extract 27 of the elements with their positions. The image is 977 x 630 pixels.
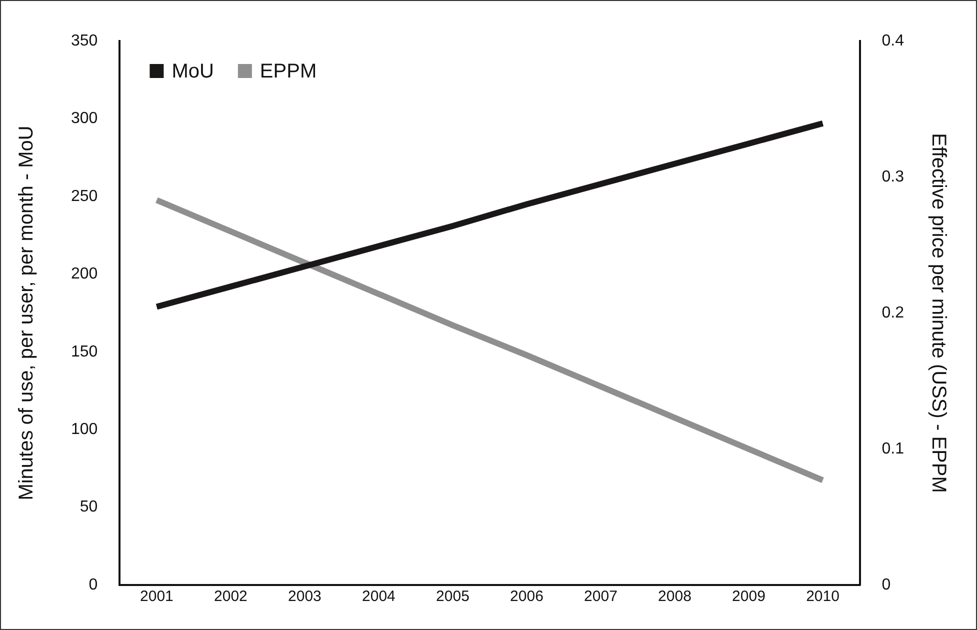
x-tick-label: 2004 <box>362 588 396 606</box>
x-tick-label: 2001 <box>140 588 174 606</box>
x-tick-label: 2003 <box>288 588 322 606</box>
y2-tick-label: 0 <box>882 576 891 594</box>
y2-axis-title: Effective price per minute (USS) - EPPM <box>927 133 950 493</box>
y-tick-label: 50 <box>80 498 98 516</box>
y2-tick-label: 0.3 <box>882 168 904 186</box>
y-axis-title: Minutes of use, per user, per month - MoU <box>16 126 38 500</box>
x-tick-label: 2008 <box>658 588 692 606</box>
x-tick-label: 2005 <box>436 588 470 606</box>
y2-tick-label: 0.4 <box>882 32 904 50</box>
x-tick-label: 2007 <box>584 588 618 606</box>
x-tick-label: 2006 <box>510 588 544 606</box>
legend-label: MoU <box>172 60 214 83</box>
x-tick-label: 2010 <box>806 588 840 606</box>
y-tick-label: 100 <box>70 420 98 438</box>
y-tick-label: 200 <box>70 266 98 283</box>
x-tick-label: 2002 <box>214 588 248 606</box>
legend-label: EPPM <box>260 60 317 83</box>
y-tick-label: 0 <box>88 576 98 594</box>
y-tick-label: 300 <box>70 110 98 128</box>
y-tick-label: 150 <box>70 343 98 360</box>
x-tick-label: 2009 <box>732 588 766 606</box>
y-tick-label: 250 <box>70 188 98 205</box>
y-tick-label: 350 <box>70 32 98 50</box>
y2-tick-label: 0.2 <box>882 304 904 322</box>
y2-tick-label: 0.1 <box>882 440 904 458</box>
